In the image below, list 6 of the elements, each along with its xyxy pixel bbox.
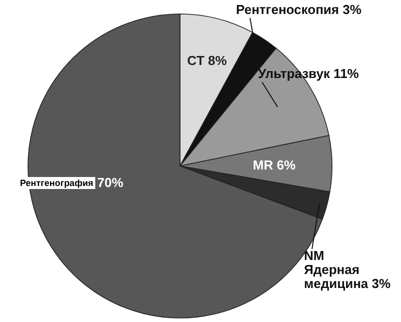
slice-label: Рентгенография: [20, 178, 94, 188]
slice-label: Рентгеноскопия 3%: [236, 2, 362, 17]
slice-label: MR 6%: [252, 158, 296, 173]
slice-label: NM Ядерная медицина 3%: [304, 248, 391, 291]
slice-label: CT 8%: [187, 52, 228, 68]
data-label: 70%: [97, 175, 124, 190]
